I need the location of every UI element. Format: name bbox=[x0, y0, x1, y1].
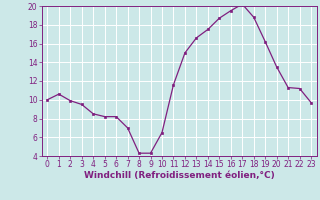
X-axis label: Windchill (Refroidissement éolien,°C): Windchill (Refroidissement éolien,°C) bbox=[84, 171, 275, 180]
